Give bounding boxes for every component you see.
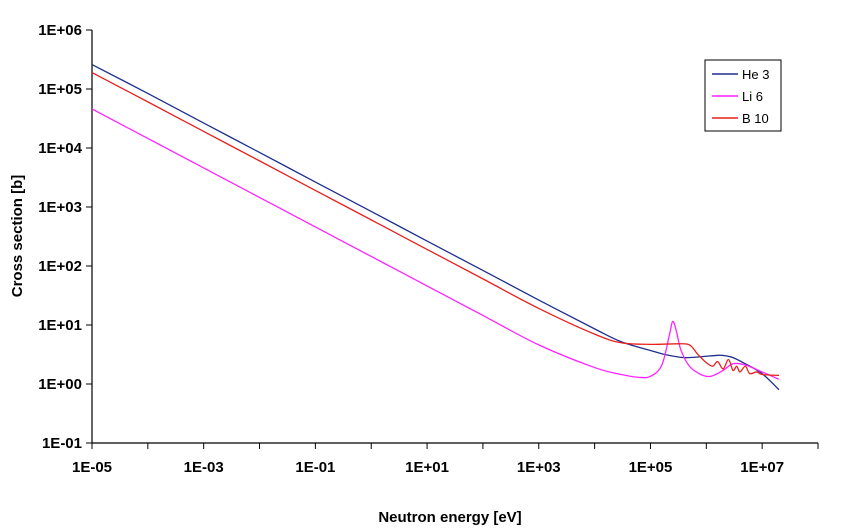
- y-axis-title: Cross section [b]: [9, 175, 26, 298]
- x-tick-label: 1E+03: [517, 459, 561, 476]
- x-axis-title: Neutron energy [eV]: [378, 509, 521, 526]
- x-tick-label: 1E-03: [184, 459, 224, 476]
- series-line-li-6: [91, 108, 780, 380]
- legend-label-b-10: B 10: [742, 111, 769, 126]
- y-tick-label: 1E+04: [38, 140, 82, 157]
- y-tick-label: 1E+05: [38, 81, 82, 98]
- y-tick-label: 1E+02: [38, 258, 82, 275]
- x-tick-label: 1E+07: [740, 459, 784, 476]
- tick-labels: 1E+06 1E+05 1E+04 1E+03 1E+02 1E+01 1E+00 1E-01…: [38, 22, 784, 476]
- series-line-b-10: [91, 71, 780, 377]
- series-line-he-3: [91, 63, 780, 391]
- legend-items: He 3 Li 6 B 10: [712, 67, 769, 126]
- legend-label-li-6: Li 6: [742, 89, 763, 104]
- y-tick-label: 1E+06: [38, 22, 82, 39]
- x-tick-label: 1E+01: [405, 459, 449, 476]
- legend: He 3 Li 6 B 10: [704, 59, 782, 132]
- y-tick-label: 1E-01: [42, 435, 82, 452]
- y-tick-label: 1E+01: [38, 317, 82, 334]
- y-tick-label: 1E+03: [38, 199, 82, 216]
- y-tick-label: 1E+00: [38, 376, 82, 393]
- legend-label-he-3: He 3: [742, 67, 769, 82]
- x-tick-label: 1E+05: [629, 459, 673, 476]
- x-tick-label: 1E-05: [72, 459, 112, 476]
- x-tick-label: 1E-01: [295, 459, 335, 476]
- series-layer: [91, 63, 780, 391]
- axes: [86, 29, 819, 449]
